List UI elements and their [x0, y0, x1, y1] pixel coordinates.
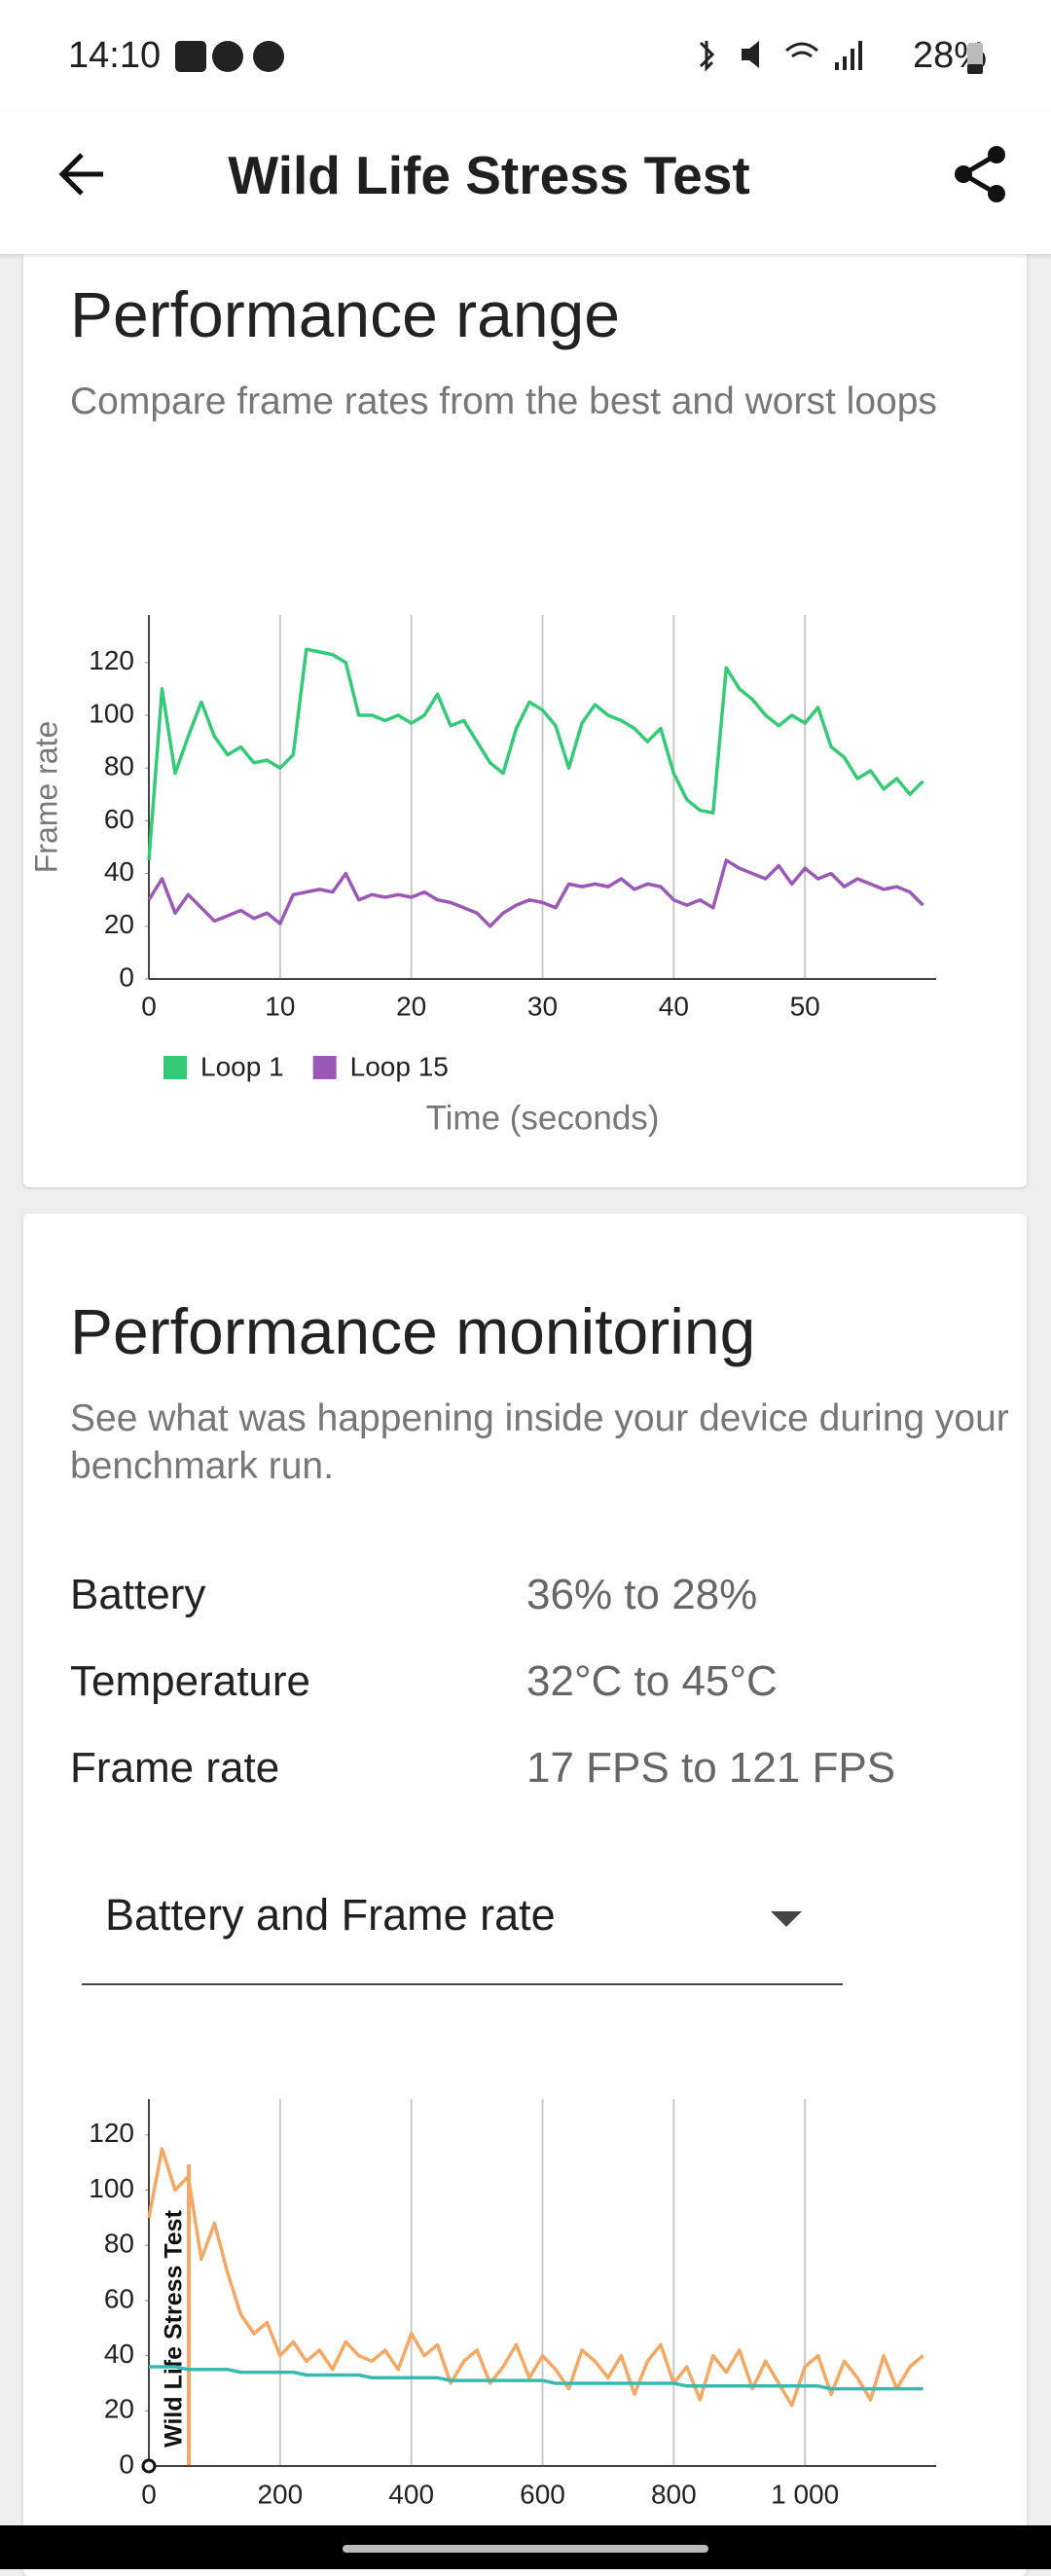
- legend-swatch: [163, 1056, 187, 1079]
- performance-range-chart: 0 10 20 30 40 50 0 20 40 60 80 100 120 Frame rate Loop…: [28, 615, 936, 1137]
- section-subtitle: See what was happening inside your devic…: [70, 1397, 1009, 1487]
- stat-label: Frame rate: [70, 1744, 280, 1792]
- status-bar: 14:10 28%: [0, 0, 1051, 112]
- y-tick-label: 20: [104, 909, 134, 939]
- x-tick-label: 0: [141, 2479, 157, 2509]
- x-tick-label: 10: [265, 991, 295, 1021]
- section-title: Performance monitoring: [70, 1295, 756, 1367]
- back-button[interactable]: [53, 143, 115, 205]
- legend-label: Loop 1: [200, 1051, 284, 1081]
- x-tick-label: 50: [790, 991, 820, 1021]
- legend-label: Loop 15: [350, 1051, 449, 1081]
- system-icons: [699, 41, 862, 72]
- legend-swatch: [312, 1056, 337, 1079]
- stat-value: 17 FPS to 121 FPS: [526, 1744, 896, 1792]
- performance-monitoring-chart: Wild Life Stress Test 0 200 400 600 800 1 000…: [89, 2099, 936, 2509]
- x-tick-label: 200: [257, 2479, 303, 2509]
- series-line: [147, 647, 924, 861]
- y-tick-label: 100: [89, 698, 134, 728]
- stat-value: 32°C to 45°C: [526, 1657, 778, 1705]
- series-line: [147, 2147, 924, 2408]
- y-tick-label: 120: [89, 645, 134, 675]
- clock: 14:10: [68, 35, 162, 76]
- origin-marker: [141, 2458, 157, 2474]
- x-tick-label: 800: [651, 2479, 697, 2509]
- dropdown-arrow: [771, 1911, 802, 1927]
- x-tick-label: 40: [659, 991, 689, 1021]
- y-tick-label: 40: [104, 2339, 134, 2369]
- dropdown-value: Battery and Frame rate: [105, 1890, 556, 1940]
- x-tick-label: 20: [396, 991, 426, 1021]
- dropdown[interactable]: Battery and Frame rate: [82, 1878, 843, 1985]
- screen-title: Wild Life Stress Test: [228, 145, 750, 205]
- series-line: [149, 2365, 924, 2391]
- y-tick-label: 120: [89, 2118, 134, 2148]
- home-handle[interactable]: [343, 2545, 708, 2553]
- y-tick-label: 0: [119, 2449, 134, 2479]
- section-title: Performance range: [70, 278, 620, 350]
- x-tick-label: 600: [520, 2479, 565, 2509]
- notification-icons: [175, 41, 284, 72]
- y-tick-label: 0: [119, 961, 134, 992]
- stat-value: 36% to 28%: [526, 1571, 758, 1618]
- x-axis-label: Time (seconds): [426, 1099, 660, 1137]
- x-tick-label: 400: [388, 2479, 434, 2509]
- y-tick-label: 20: [104, 2394, 134, 2424]
- stat-label: Temperature: [70, 1657, 311, 1705]
- x-tick-label: 0: [141, 991, 157, 1021]
- share-button[interactable]: [950, 143, 1012, 205]
- y-tick-label: 80: [104, 751, 134, 781]
- annotation: Wild Life Stress Test: [161, 2209, 188, 2447]
- series-line: [147, 858, 924, 928]
- battery-icon: [967, 43, 983, 74]
- y-tick-label: 100: [89, 2173, 134, 2203]
- y-tick-label: 60: [104, 2283, 134, 2313]
- navigation-bar: [0, 2525, 1051, 2569]
- stat-label: Battery: [70, 1571, 206, 1618]
- y-axis-label: Frame rate: [28, 721, 63, 873]
- app-bar: Wild Life Stress Test: [0, 112, 1051, 254]
- y-tick-label: 40: [104, 856, 134, 887]
- y-tick-label: 60: [104, 804, 134, 834]
- x-tick-label: 1 000: [771, 2479, 839, 2509]
- section-subtitle: Compare frame rates from the best and wo…: [70, 381, 937, 422]
- y-tick-label: 80: [104, 2229, 134, 2259]
- x-tick-label: 30: [527, 991, 558, 1021]
